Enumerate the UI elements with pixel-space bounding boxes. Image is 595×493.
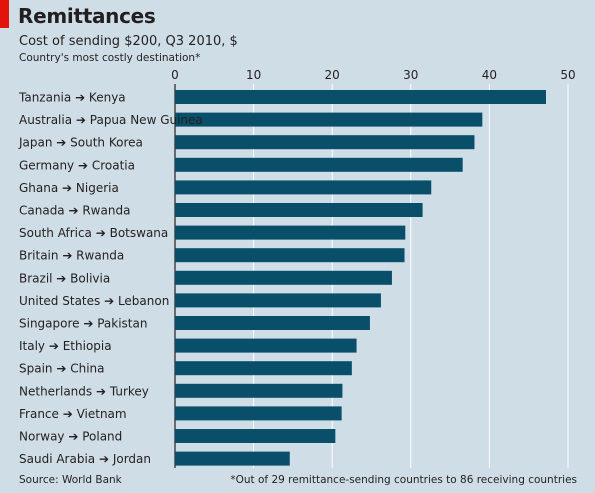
category-label: Canada ➔ Rwanda	[19, 204, 130, 218]
category-label: Japan ➔ South Korea	[18, 136, 143, 150]
category-label: Spain ➔ China	[19, 362, 105, 376]
bar	[175, 293, 381, 308]
category-labels: Tanzania ➔ Kenya Australia ➔ Papua New Gu…	[18, 91, 203, 467]
category-label: Ghana ➔ Nigeria	[19, 181, 119, 195]
accent-bar	[0, 0, 9, 28]
category-label: France ➔ Vietnam	[19, 407, 127, 421]
x-tick-label: 30	[403, 68, 418, 82]
bar	[175, 180, 432, 195]
category-label: Brazil ➔ Bolivia	[19, 271, 110, 285]
bar	[175, 135, 475, 150]
category-label: Germany ➔ Croatia	[19, 158, 135, 172]
category-label: Tanzania ➔ Kenya	[18, 91, 126, 105]
bar	[175, 429, 336, 443]
bar	[175, 270, 392, 285]
x-tick-label: 40	[482, 68, 497, 82]
x-tick-label: 10	[246, 68, 261, 82]
x-axis-ticks: 0 10 20 30 40 50	[171, 68, 575, 82]
footnote: *Out of 29 remittance-sending countries …	[230, 474, 577, 486]
category-label: Netherlands ➔ Turkey	[19, 384, 149, 398]
bar	[175, 361, 352, 376]
category-label: South Africa ➔ Botswana	[19, 226, 168, 240]
chart-note: Country's most costly destination*	[19, 52, 201, 64]
category-label: Italy ➔ Ethiopia	[19, 339, 112, 353]
category-label: Singapore ➔ Pakistan	[19, 317, 147, 331]
bar	[175, 338, 357, 353]
category-label: Australia ➔ Papua New Guinea	[19, 113, 203, 127]
bar	[175, 451, 290, 466]
bar	[175, 383, 343, 398]
category-label: Britain ➔ Rwanda	[19, 249, 124, 263]
bar	[175, 406, 342, 421]
bars	[175, 90, 546, 466]
category-label: Saudi Arabia ➔ Jordan	[19, 452, 151, 466]
x-tick-label: 20	[325, 68, 340, 82]
source-note: Source: World Bank	[19, 474, 122, 486]
bar	[175, 225, 406, 240]
bar	[175, 203, 423, 217]
bar	[175, 157, 463, 172]
bar	[175, 316, 370, 330]
bar	[175, 90, 546, 104]
category-label: United States ➔ Lebanon	[19, 294, 169, 308]
category-label: Norway ➔ Poland	[19, 430, 122, 444]
chart-subtitle: Cost of sending $200, Q3 2010, $	[19, 34, 238, 49]
x-tick-label: 0	[171, 68, 179, 82]
x-tick-label: 50	[560, 68, 575, 82]
bar	[175, 112, 483, 127]
chart-title: Remittances	[18, 4, 156, 28]
bar	[175, 248, 405, 263]
